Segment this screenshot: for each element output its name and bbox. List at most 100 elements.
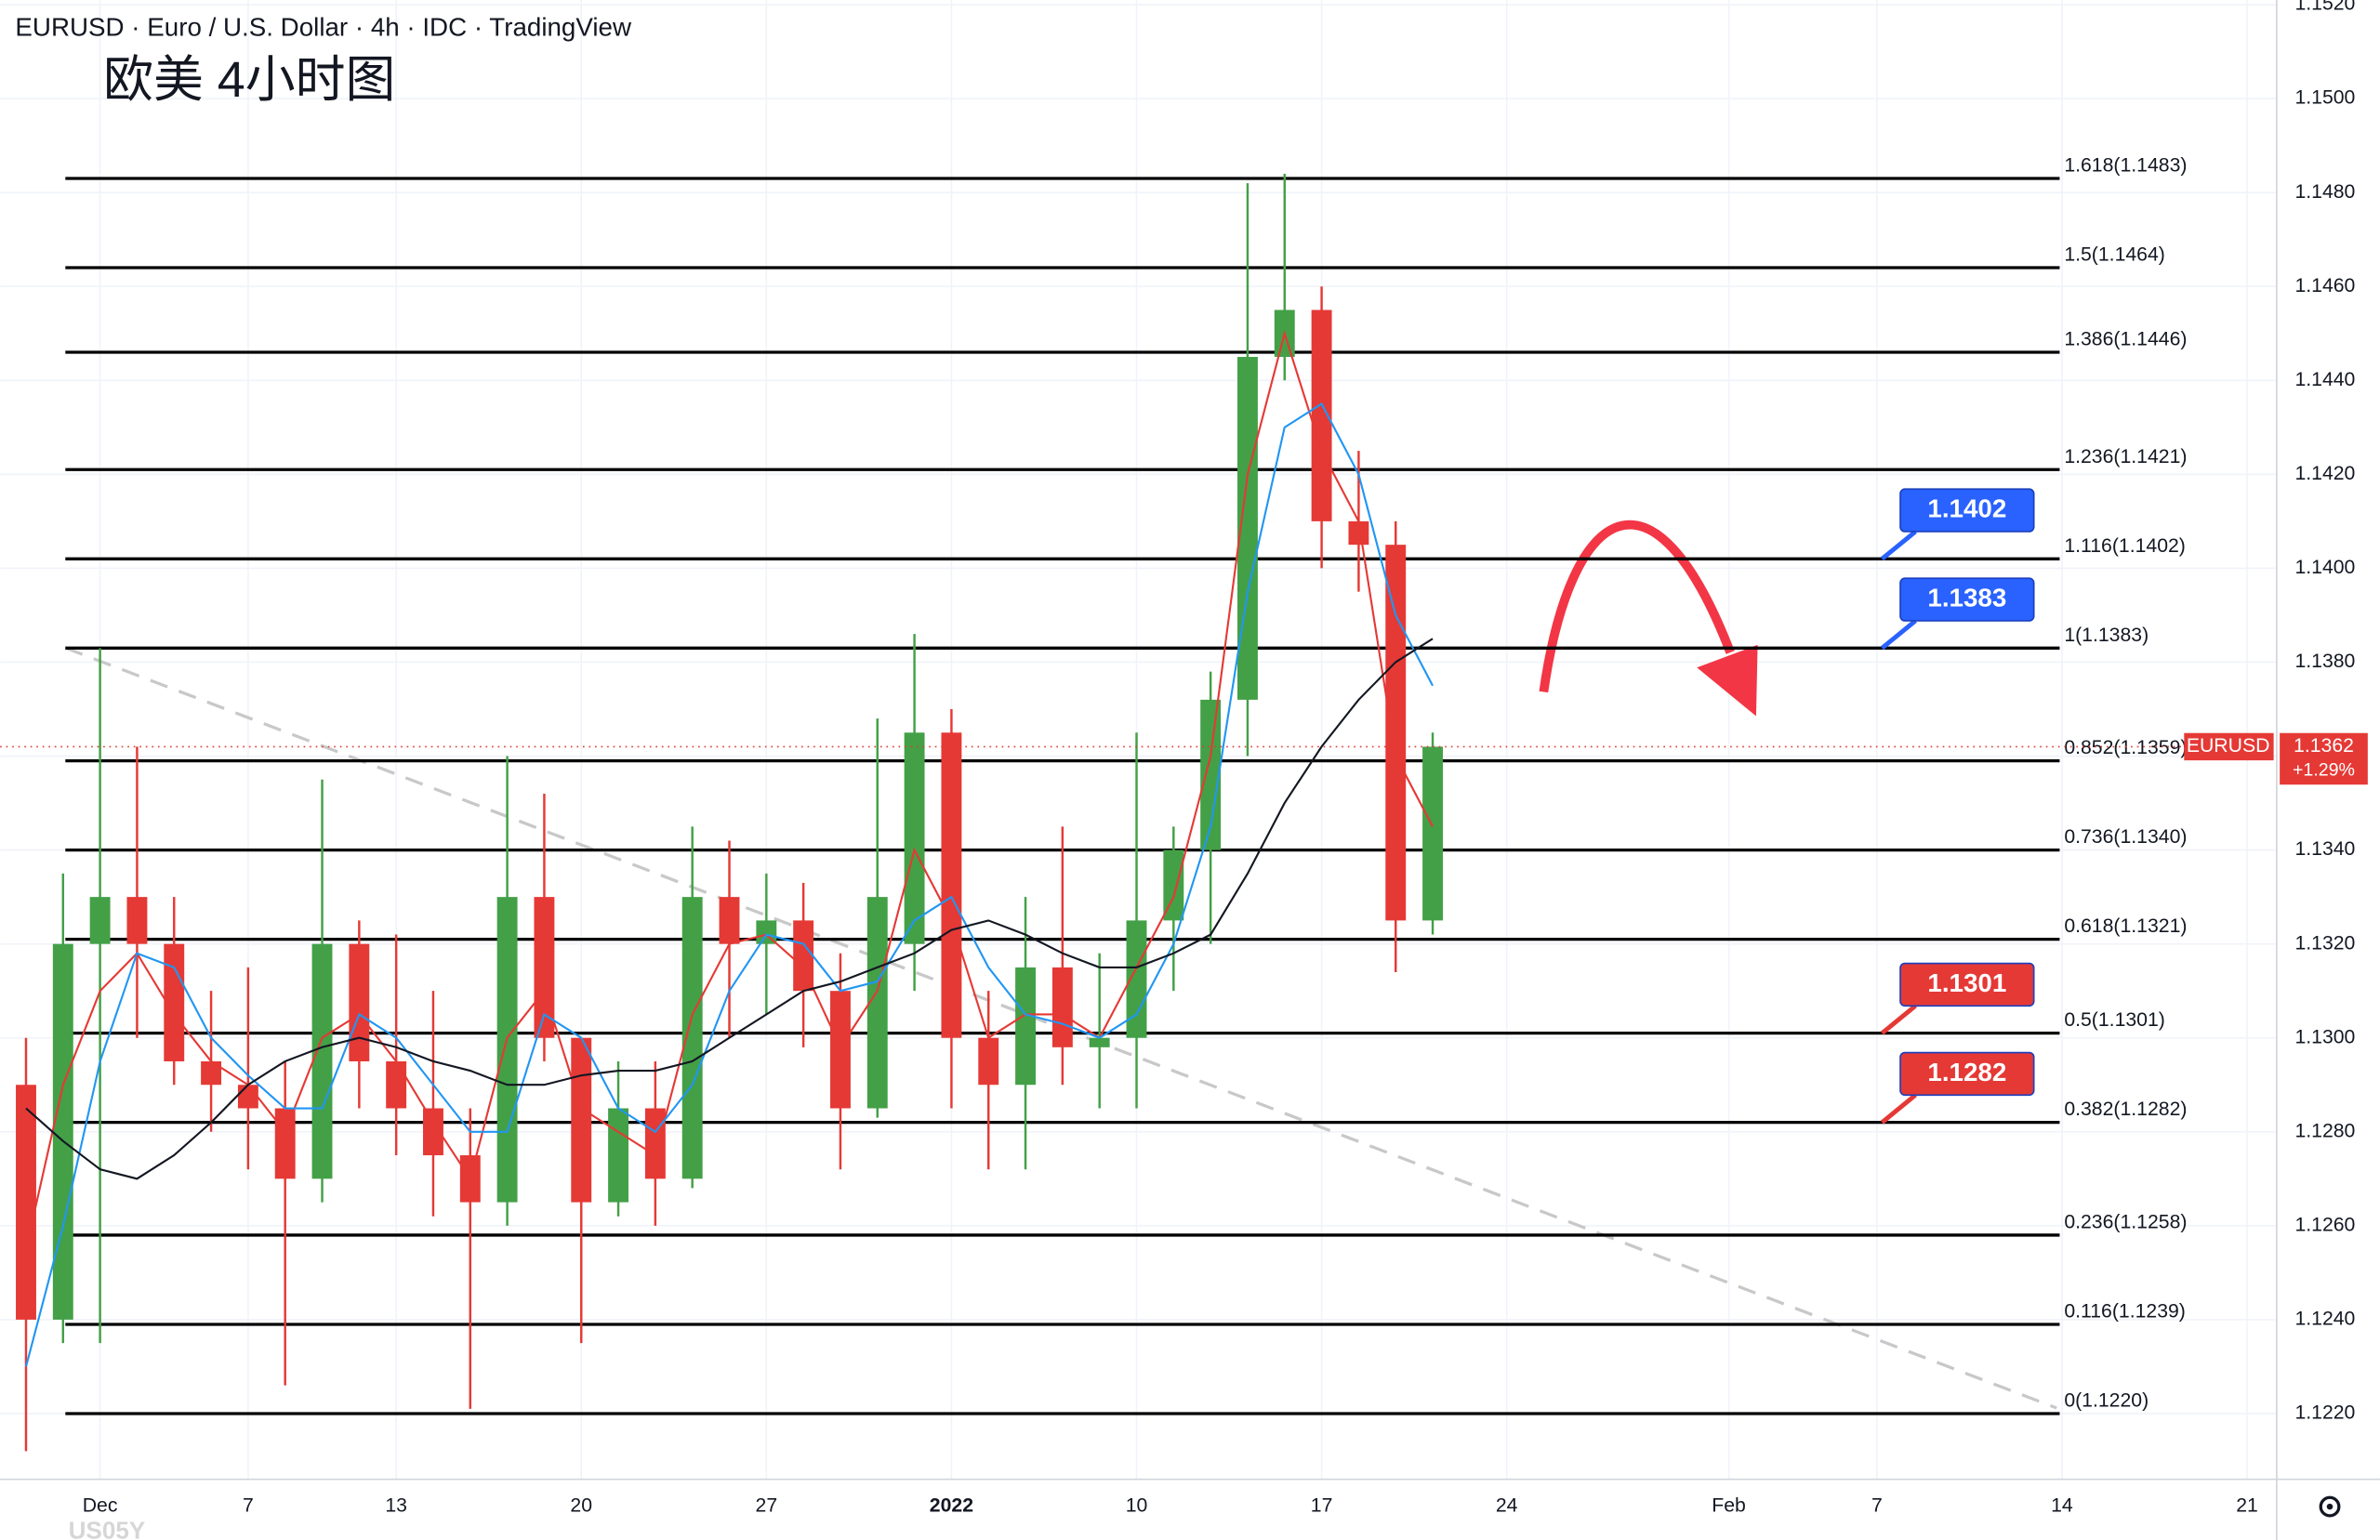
- moving-average: [25, 402, 1434, 1367]
- level-label: 1.618(1.1483): [2064, 155, 2187, 177]
- x-tick-label: 20: [570, 1495, 592, 1517]
- level-label: 0(1.1220): [2064, 1390, 2149, 1412]
- level-label: 0.618(1.1321): [2064, 915, 2187, 937]
- symbol-tag-label: EURUSD: [2187, 735, 2270, 757]
- candle-body: [1051, 967, 1073, 1047]
- callout-pointer: [1880, 1093, 1917, 1125]
- y-tick-label: 1.1380: [2294, 651, 2355, 672]
- y-tick-label: 1.1520: [2294, 0, 2355, 15]
- settings-icon[interactable]: [2319, 1495, 2341, 1518]
- candle-body: [349, 943, 370, 1061]
- candle-body: [496, 897, 518, 1203]
- candle-body: [386, 1060, 407, 1109]
- level-label: 1.236(1.1421): [2064, 446, 2187, 467]
- grid: [0, 0, 2277, 1480]
- y-tick-label: 1.1220: [2294, 1402, 2355, 1424]
- candle-body: [1163, 849, 1184, 921]
- x-tick-label: Feb: [1712, 1495, 1746, 1517]
- x-tick-label: 21: [2236, 1495, 2258, 1517]
- candle-body: [126, 897, 148, 944]
- candle-body: [644, 1108, 666, 1179]
- y-tick-label: 1.1460: [2294, 275, 2355, 296]
- callout-pointer: [1880, 619, 1917, 651]
- candle-body: [1385, 545, 1407, 921]
- candle-body: [1200, 699, 1222, 850]
- candle-body: [1015, 967, 1037, 1086]
- gear[interactable]: [2319, 1495, 2341, 1518]
- callout-box: [1899, 1051, 2035, 1097]
- level-label: 1.116(1.1402): [2064, 535, 2186, 557]
- y-tick-label: 1.1280: [2294, 1120, 2355, 1141]
- gear-center[interactable]: [2326, 1503, 2334, 1510]
- chart-subtitle: 欧美 4小时图: [103, 52, 395, 108]
- callout-label: 1.1402: [1927, 494, 2006, 522]
- level-label: 1.386(1.1446): [2064, 329, 2187, 350]
- candle-body: [1089, 1037, 1110, 1047]
- candle-body: [423, 1108, 443, 1156]
- x-tick-label: 10: [1126, 1495, 1148, 1517]
- y-tick-label: 1.1480: [2294, 181, 2355, 203]
- candle-body: [237, 1085, 258, 1109]
- x-tick-label: 14: [2051, 1495, 2073, 1517]
- candle-body: [201, 1060, 222, 1086]
- level-label: 0.852(1.1359): [2064, 737, 2187, 758]
- candle-body: [52, 943, 73, 1320]
- callout-label: 1.1282: [1927, 1058, 2006, 1086]
- header-title: EURUSD · Euro / U.S. Dollar · 4h · IDC ·…: [15, 12, 632, 41]
- callout-label: 1.1301: [1927, 968, 2006, 997]
- axes: 1.1220 1.1240 1.1260 1.1280 1.1300 1.1320 1.13…: [83, 0, 2368, 1517]
- candle-body: [866, 897, 888, 1109]
- y-tick-label: 1.1300: [2294, 1026, 2355, 1047]
- candle-body: [904, 732, 925, 944]
- callout-pointer: [1880, 1004, 1917, 1035]
- candle-body: [1422, 746, 1443, 921]
- candle-body: [793, 920, 814, 992]
- arrow-curve: [1539, 520, 1735, 693]
- callout-box: [1899, 962, 2035, 1007]
- y-tick-label: 1.1260: [2294, 1214, 2355, 1235]
- callout-label: 1.1383: [1927, 583, 2006, 612]
- x-tick-label: 2022: [930, 1495, 973, 1517]
- level-label: 0.736(1.1340): [2064, 826, 2187, 848]
- level-label: 0.382(1.1282): [2064, 1099, 2187, 1120]
- y-tick-label: 1.1320: [2294, 932, 2355, 954]
- x-tick-label: 17: [1311, 1495, 1333, 1517]
- price-tag-label: 1.1362: [2294, 735, 2354, 757]
- level-label: 0.236(1.1258): [2064, 1211, 2187, 1232]
- price-change-label: +1.29%: [2293, 760, 2355, 781]
- candle-body: [608, 1108, 629, 1203]
- arrow-head: [1697, 644, 1758, 717]
- moving-average: [24, 330, 1434, 1250]
- x-tick-label: Dec: [83, 1495, 118, 1517]
- price-tag: [2280, 732, 2368, 785]
- candle-body: [164, 943, 185, 1061]
- candle-body: [16, 1085, 36, 1320]
- callout-box: [1899, 577, 2035, 622]
- symbol-tag: [2184, 732, 2274, 761]
- x-tick-label: 7: [1871, 1495, 1883, 1517]
- candle-body: [1311, 309, 1332, 521]
- candle-body: [830, 991, 851, 1109]
- y-tick-label: 1.1420: [2294, 463, 2355, 484]
- candle-body: [941, 732, 962, 1038]
- plot: [0, 173, 2277, 1452]
- fib-levels: 1.618(1.1483) 1.5(1.1464) 1.386(1.1446) 1.2…: [65, 155, 2187, 1415]
- x-tick-label: 24: [1496, 1495, 1518, 1517]
- level-label: 0.5(1.1301): [2064, 1009, 2165, 1031]
- candle-body: [571, 1037, 592, 1203]
- moving-average: [25, 638, 1434, 1180]
- candle-body: [719, 897, 740, 944]
- candle-body: [274, 1108, 296, 1179]
- callout-box: [1899, 488, 2035, 533]
- candle-body: [534, 897, 555, 1038]
- callout-pointer: [1880, 530, 1917, 561]
- y-tick-label: 1.1500: [2294, 87, 2355, 109]
- candle-body: [1237, 357, 1258, 700]
- candle-body: [1126, 920, 1147, 1038]
- level-label: 1(1.1383): [2064, 625, 2149, 646]
- x-tick-label: 13: [385, 1495, 407, 1517]
- level-label: 0.116(1.1239): [2064, 1300, 2186, 1322]
- level-label: 1.5(1.1464): [2064, 244, 2165, 266]
